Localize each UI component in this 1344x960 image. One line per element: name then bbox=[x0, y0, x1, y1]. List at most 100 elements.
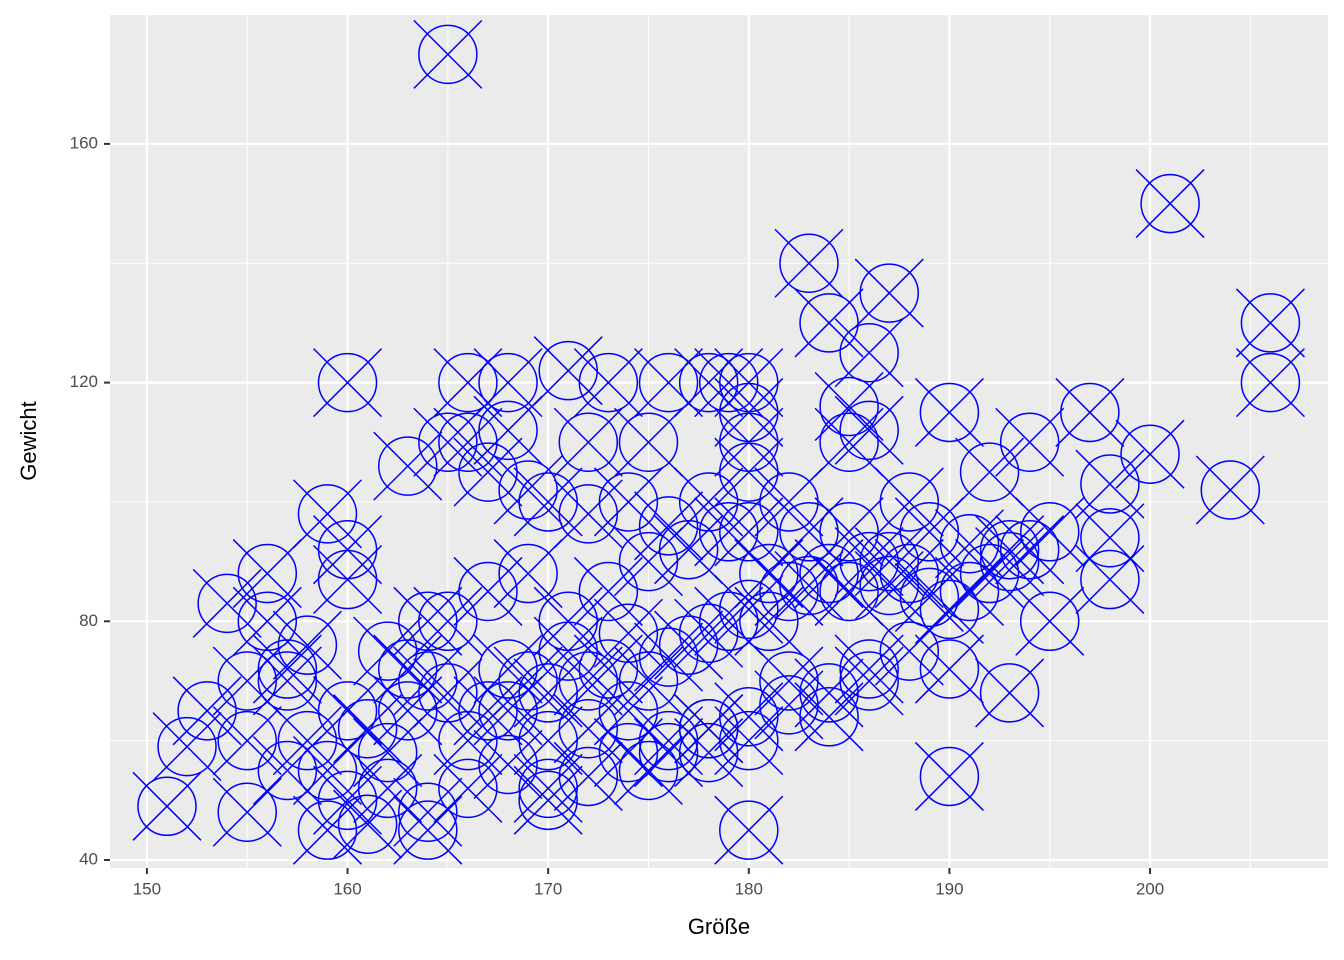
point-circle bbox=[357, 722, 418, 783]
point bbox=[313, 544, 383, 615]
x-tick-label: 170 bbox=[534, 879, 562, 898]
point-circle bbox=[478, 681, 538, 741]
point-cross bbox=[453, 437, 523, 507]
point-cross bbox=[473, 729, 543, 800]
point-cross bbox=[533, 336, 603, 406]
point-circle bbox=[458, 442, 518, 502]
point-circle bbox=[257, 651, 318, 711]
point-cross bbox=[914, 377, 984, 447]
point bbox=[553, 646, 623, 716]
point-cross bbox=[513, 765, 583, 835]
y-axis-title: Gewicht bbox=[16, 401, 41, 480]
point-cross bbox=[714, 795, 784, 865]
point-cross bbox=[553, 407, 623, 477]
point bbox=[413, 586, 483, 656]
point-cross bbox=[513, 706, 583, 776]
point bbox=[453, 556, 523, 626]
point bbox=[1055, 377, 1125, 447]
point-circle bbox=[618, 412, 679, 473]
point-cross bbox=[694, 348, 764, 418]
point bbox=[212, 706, 282, 776]
point bbox=[914, 377, 984, 447]
point-cross bbox=[353, 753, 423, 823]
point-circle bbox=[979, 663, 1040, 723]
point-circle bbox=[357, 621, 418, 681]
point-circle bbox=[1080, 549, 1140, 610]
point bbox=[714, 795, 784, 865]
point-circle bbox=[618, 651, 679, 711]
point-cross bbox=[975, 658, 1045, 728]
point bbox=[674, 467, 744, 537]
point bbox=[393, 586, 463, 656]
point bbox=[553, 694, 623, 764]
point-cross bbox=[975, 515, 1045, 585]
point bbox=[573, 556, 643, 626]
point-circle bbox=[257, 639, 318, 699]
point-cross bbox=[955, 539, 1025, 609]
x-tick-label: 200 bbox=[1136, 879, 1164, 898]
point-circle bbox=[197, 573, 257, 634]
point-cross bbox=[734, 539, 804, 609]
point-cross bbox=[654, 610, 724, 680]
point-circle bbox=[377, 681, 438, 741]
point-cross bbox=[1015, 497, 1085, 567]
point-circle bbox=[1019, 502, 1080, 562]
point-circle bbox=[979, 519, 1040, 580]
point-cross bbox=[1195, 455, 1265, 525]
point bbox=[232, 539, 302, 609]
point bbox=[172, 676, 242, 746]
point-circle bbox=[999, 519, 1060, 580]
point-circle bbox=[879, 621, 940, 681]
point-circle bbox=[237, 543, 298, 604]
point-circle bbox=[177, 681, 237, 741]
point bbox=[1075, 449, 1145, 519]
point bbox=[513, 765, 583, 835]
point-cross bbox=[413, 19, 483, 89]
point-cross bbox=[894, 497, 964, 567]
point-circle bbox=[658, 519, 719, 580]
point-cross bbox=[413, 658, 483, 728]
point bbox=[593, 467, 663, 537]
point-cross bbox=[794, 288, 864, 358]
point bbox=[613, 646, 684, 716]
point-cross bbox=[694, 497, 764, 567]
point-circle bbox=[859, 531, 919, 592]
point-circle bbox=[779, 233, 839, 293]
point-cross bbox=[794, 682, 864, 752]
point bbox=[814, 407, 884, 477]
point bbox=[453, 676, 523, 746]
point bbox=[774, 228, 844, 298]
point-cross bbox=[634, 706, 704, 776]
point bbox=[1015, 586, 1085, 656]
point bbox=[393, 795, 463, 865]
point bbox=[975, 515, 1045, 585]
point-circle bbox=[1240, 352, 1301, 413]
point-cross bbox=[1235, 288, 1305, 358]
point-cross bbox=[914, 634, 984, 704]
point-cross bbox=[874, 616, 944, 686]
point-circle bbox=[518, 758, 578, 819]
point-cross bbox=[413, 407, 483, 477]
point-cross bbox=[613, 407, 684, 477]
point bbox=[333, 789, 403, 859]
point-circle bbox=[658, 615, 719, 675]
point-cross bbox=[613, 527, 684, 597]
point-cross bbox=[914, 574, 984, 644]
point-cross bbox=[533, 616, 603, 686]
point-circle bbox=[638, 352, 699, 413]
point-cross bbox=[573, 348, 643, 418]
point bbox=[995, 515, 1065, 585]
point-cross bbox=[1055, 377, 1125, 447]
point-cross bbox=[132, 771, 202, 841]
point-cross bbox=[232, 586, 302, 656]
point-cross bbox=[313, 544, 383, 615]
point bbox=[393, 777, 463, 847]
point bbox=[272, 610, 342, 680]
point-circle bbox=[498, 460, 558, 520]
point-cross bbox=[734, 586, 804, 656]
point bbox=[794, 288, 864, 358]
point-cross bbox=[874, 467, 944, 537]
point-cross bbox=[353, 718, 423, 788]
point-cross bbox=[834, 634, 904, 704]
point-circle bbox=[678, 722, 739, 783]
